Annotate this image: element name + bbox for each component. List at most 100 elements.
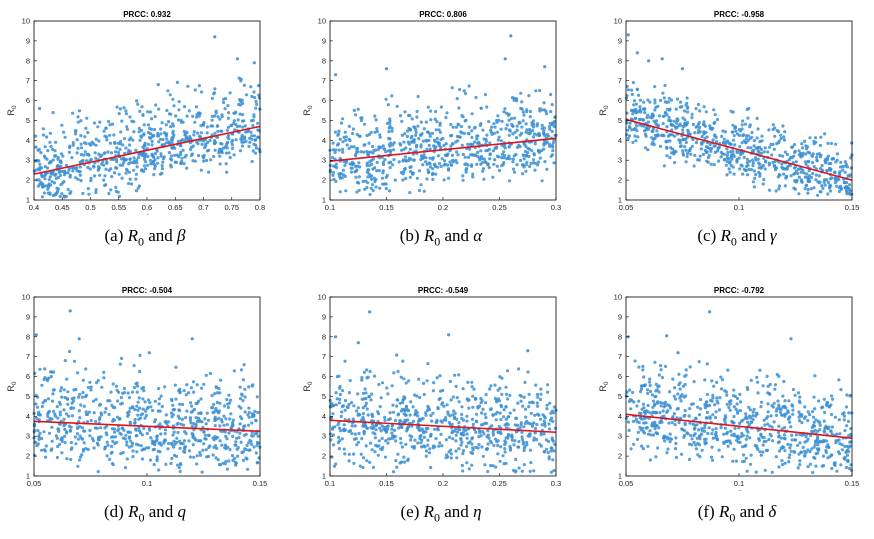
data-point	[789, 425, 793, 429]
data-point	[110, 175, 114, 179]
y-tick-label: 10	[614, 293, 622, 302]
data-point	[495, 400, 499, 404]
data-point	[747, 167, 751, 171]
caption-b: (b) R0 and α	[399, 226, 483, 249]
data-point	[178, 143, 182, 148]
data-point	[392, 158, 396, 162]
data-point	[413, 413, 417, 417]
data-point	[446, 167, 451, 171]
data-point	[179, 150, 183, 154]
data-point	[128, 177, 132, 181]
data-point	[163, 432, 167, 436]
data-point	[92, 411, 96, 415]
data-point	[91, 399, 96, 403]
data-point	[50, 180, 54, 184]
data-point	[453, 415, 457, 419]
data-point	[748, 137, 752, 141]
data-point	[519, 423, 523, 427]
data-point	[735, 402, 739, 406]
data-point	[137, 417, 141, 421]
x-tick-label: 0.8	[255, 203, 265, 212]
data-point	[449, 398, 453, 402]
data-point	[688, 147, 693, 151]
data-point	[812, 445, 816, 449]
data-point	[548, 127, 552, 131]
data-point	[54, 172, 58, 176]
data-point	[58, 194, 62, 199]
data-point	[366, 168, 371, 172]
data-point	[51, 158, 55, 162]
data-point	[351, 162, 355, 166]
data-point	[421, 139, 425, 143]
data-point	[837, 378, 841, 382]
data-point	[247, 144, 251, 148]
data-point	[58, 413, 62, 417]
data-point	[731, 165, 735, 169]
data-point	[686, 128, 690, 132]
data-point	[477, 435, 481, 439]
data-point	[48, 175, 52, 179]
data-point	[704, 151, 708, 155]
data-point	[517, 367, 521, 371]
data-point	[106, 443, 110, 447]
data-point	[542, 432, 546, 436]
data-point	[752, 169, 756, 173]
data-point	[200, 90, 204, 94]
data-point	[455, 396, 459, 400]
data-point	[215, 435, 219, 440]
data-point	[337, 374, 341, 378]
data-point	[467, 467, 471, 471]
data-point	[216, 135, 220, 139]
data-point	[503, 107, 507, 111]
data-point	[833, 170, 837, 175]
data-point	[364, 401, 368, 405]
data-point	[789, 449, 793, 453]
data-point	[446, 163, 450, 167]
data-point	[630, 128, 634, 132]
data-point	[142, 389, 146, 393]
data-point	[540, 127, 544, 131]
data-point	[389, 141, 393, 145]
data-point	[769, 434, 773, 438]
data-point	[745, 173, 750, 177]
data-point	[828, 189, 833, 193]
data-point	[254, 419, 258, 423]
data-point	[77, 109, 82, 113]
data-point	[522, 395, 526, 399]
data-point	[822, 397, 826, 401]
data-point	[406, 140, 410, 144]
data-point	[521, 163, 525, 167]
data-point	[653, 85, 657, 89]
data-point	[242, 425, 246, 429]
data-point	[683, 109, 687, 113]
data-point	[496, 452, 500, 456]
data-point	[419, 145, 423, 149]
data-point	[490, 125, 494, 129]
data-point	[343, 408, 347, 412]
data-point	[179, 118, 183, 123]
data-point	[78, 416, 82, 420]
data-point	[764, 159, 768, 163]
x-tick-label: 0.2	[438, 203, 448, 212]
data-point	[475, 420, 479, 424]
data-point	[339, 429, 343, 433]
data-point	[166, 447, 170, 451]
data-point	[182, 129, 186, 133]
data-point	[219, 129, 223, 133]
data-point	[797, 452, 801, 456]
data-point	[374, 428, 378, 432]
data-point	[409, 400, 413, 404]
data-point	[337, 132, 341, 136]
data-point	[100, 153, 104, 157]
data-point	[454, 158, 458, 163]
data-point	[403, 155, 408, 159]
data-point	[777, 449, 782, 453]
data-point	[423, 445, 427, 449]
data-point	[629, 117, 634, 121]
data-point	[444, 115, 448, 120]
data-point	[255, 461, 259, 465]
data-point	[164, 134, 168, 138]
data-point	[338, 426, 342, 430]
data-point	[732, 172, 736, 176]
data-point	[763, 167, 767, 171]
